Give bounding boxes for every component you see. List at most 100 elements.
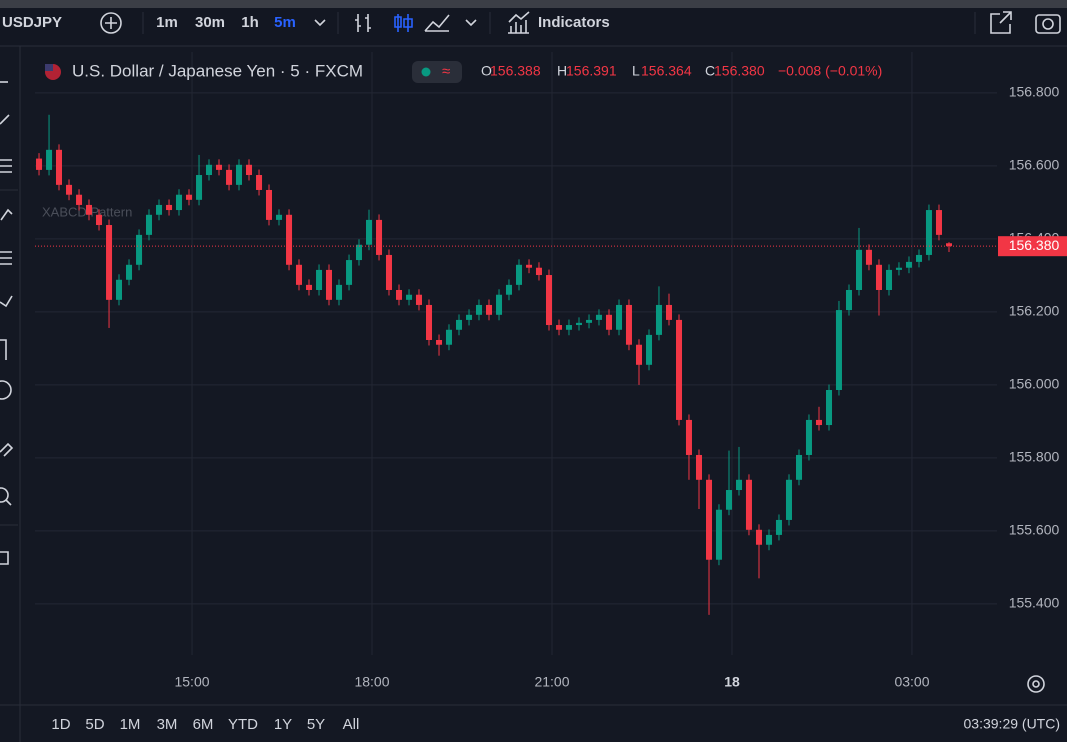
candle-body <box>535 267 542 276</box>
area-icon[interactable] <box>424 14 450 32</box>
candle-body <box>425 304 433 340</box>
candle-body <box>885 269 893 290</box>
range-button[interactable]: 5D <box>85 716 104 733</box>
y-tick-label: 156.000 <box>1009 376 1060 392</box>
range-button[interactable]: YTD <box>228 716 258 733</box>
candle-body <box>625 304 632 345</box>
range-button[interactable]: 5Y <box>307 716 325 733</box>
candle-body <box>246 164 253 176</box>
candle-body <box>865 249 872 265</box>
candle-body <box>745 479 752 530</box>
interval-menu[interactable] <box>314 19 326 27</box>
candle-body <box>775 519 782 535</box>
candle-body <box>676 319 683 420</box>
candle-body <box>785 479 792 520</box>
candle-body <box>915 254 923 262</box>
fullscreen-icon[interactable] <box>990 11 1012 34</box>
status-pill[interactable] <box>412 61 462 83</box>
x-tick-label: 15:00 <box>174 674 209 690</box>
candle-body <box>175 194 182 211</box>
delayed-icon: ≈ <box>442 63 450 80</box>
candle-body <box>376 219 383 255</box>
candle-body <box>36 158 43 170</box>
interval-button[interactable]: 5m <box>274 14 296 31</box>
candle-body <box>466 314 473 320</box>
y-tick-label: 155.600 <box>1009 522 1060 538</box>
candles-icon[interactable] <box>394 14 413 32</box>
instrument-title: U.S. Dollar / Japanese Yen · 5 · FXCM <box>72 61 363 80</box>
candle-body <box>156 204 163 215</box>
candle-body <box>395 289 403 300</box>
candle-body <box>336 284 343 300</box>
y-tick-label: 155.400 <box>1009 595 1060 611</box>
candle-body <box>616 304 623 330</box>
legend: U.S. Dollar / Japanese Yen · 5 · FXCM ≈ … <box>45 61 882 83</box>
candle-body <box>406 294 413 300</box>
y-tick-label: 156.200 <box>1009 303 1060 319</box>
indicators-button[interactable]: Indicators <box>538 14 610 31</box>
y-tick-label: 155.800 <box>1009 449 1060 465</box>
ohlc-value: 156.388 <box>490 63 541 79</box>
candle-body <box>286 214 293 265</box>
interval-button[interactable]: 1m <box>156 14 178 31</box>
market-open-dot <box>421 67 431 77</box>
candle-body <box>126 264 133 280</box>
range-button[interactable]: 1M <box>120 716 141 733</box>
range-button[interactable]: All <box>343 716 360 733</box>
candle-body <box>935 210 942 235</box>
range-button[interactable]: 1Y <box>274 716 292 733</box>
ohlc-key: C <box>705 63 715 79</box>
y-tick-label: 156.600 <box>1009 157 1060 173</box>
snapshot-icon[interactable] <box>1035 14 1061 34</box>
candle-body <box>895 267 902 270</box>
candle-body <box>436 339 443 345</box>
interval-button[interactable]: 30m <box>195 14 225 31</box>
candle-body <box>815 419 822 426</box>
settings-icon[interactable] <box>1027 675 1045 693</box>
candle-body <box>725 490 732 510</box>
x-tick-label: 18 <box>724 674 740 690</box>
candle-body <box>945 243 953 247</box>
candle-body <box>835 310 842 391</box>
ohlc-key: H <box>557 63 567 79</box>
indicators-icon[interactable] <box>508 11 530 34</box>
candle-body <box>875 264 882 290</box>
candle-body <box>685 419 692 455</box>
candle-body <box>646 334 653 365</box>
candle-body <box>226 169 233 185</box>
candle-body <box>46 149 53 170</box>
candle-body <box>216 164 223 170</box>
candle-body <box>845 289 852 311</box>
interval-button[interactable]: 1h <box>241 14 259 31</box>
candle-body <box>366 219 373 245</box>
candle-body <box>736 479 743 491</box>
candle-body <box>316 269 323 290</box>
candle-body <box>826 390 833 426</box>
candle-body <box>695 454 702 480</box>
candle-body <box>136 234 143 265</box>
candle-body <box>186 194 193 200</box>
candle-body <box>96 214 103 226</box>
candle-body <box>595 314 602 320</box>
range-button[interactable]: 3M <box>157 716 178 733</box>
candle-body <box>346 260 353 285</box>
candle-body <box>905 261 912 268</box>
candle-body <box>665 304 672 320</box>
add-symbol-icon[interactable] <box>100 12 122 34</box>
chart-type-menu[interactable] <box>465 19 477 27</box>
range-button[interactable]: 6M <box>193 716 214 733</box>
range-button[interactable]: 1D <box>51 716 70 733</box>
symbol[interactable]: USDJPY <box>2 14 62 31</box>
bars-icon[interactable] <box>355 14 371 32</box>
candle-body <box>415 294 422 305</box>
toolbar <box>0 8 1067 46</box>
clock: 03:39:29 (UTC) <box>964 716 1060 732</box>
drawing-tools[interactable] <box>0 81 14 565</box>
candle-body <box>715 509 722 560</box>
candle-body <box>925 210 932 255</box>
candle-body <box>485 304 493 315</box>
candle-body <box>515 264 523 285</box>
candle-body <box>635 344 643 365</box>
candle-body <box>475 304 482 315</box>
